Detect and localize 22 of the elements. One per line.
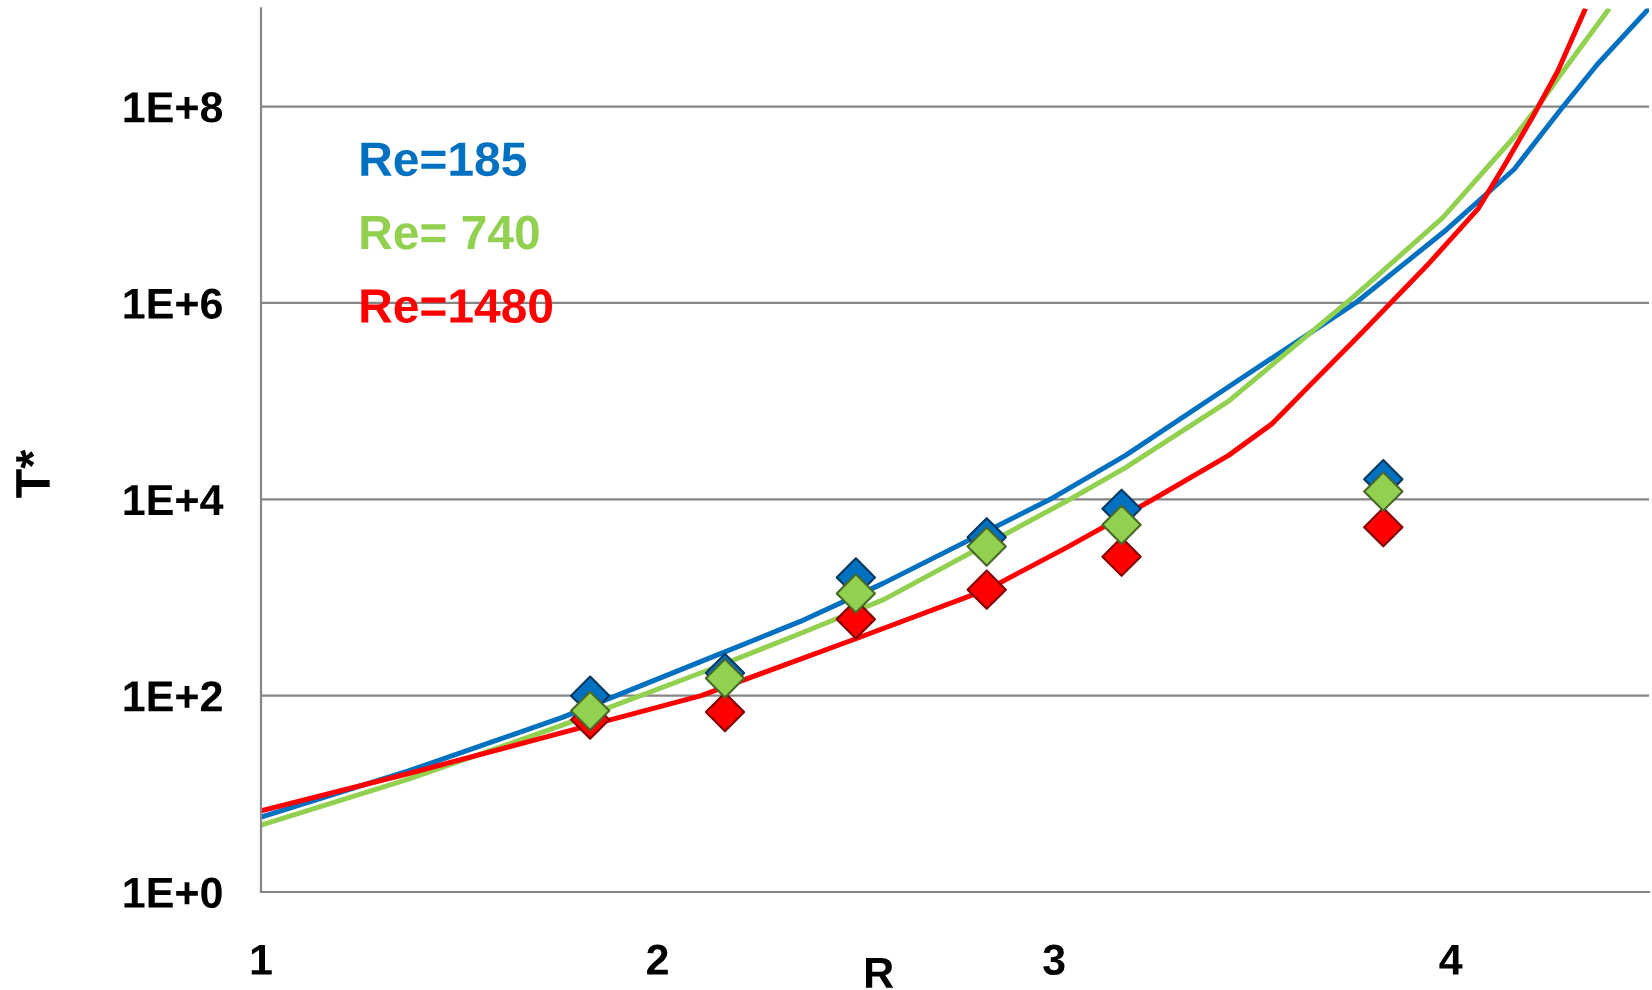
point [966,569,1007,610]
point [1363,506,1404,548]
y-tick-label: 1E+8 [124,92,223,123]
text: Re=185 [361,142,527,177]
y-tick-label: 1E+0 [124,877,222,909]
x-tick-label: 3 [1043,944,1065,976]
x-tick-label: 4 [1439,944,1463,975]
y-tick-label: 1E+2 [124,681,222,712]
x-axis-title: R [865,958,894,988]
point [966,526,1007,567]
text: Re=1480 [361,289,553,323]
point [835,573,877,614]
y-tick-label: 1E+6 [124,288,222,319]
text: Re= 740 [361,215,539,250]
y-tick-label: 1E+4 [124,485,224,515]
x-tick-label: 2 [647,944,668,975]
y-axis-title: T* [16,449,50,498]
point [1363,471,1404,512]
point [1101,504,1142,545]
point [704,658,746,699]
point [569,690,611,732]
x-tick-label: 1 [251,944,272,975]
